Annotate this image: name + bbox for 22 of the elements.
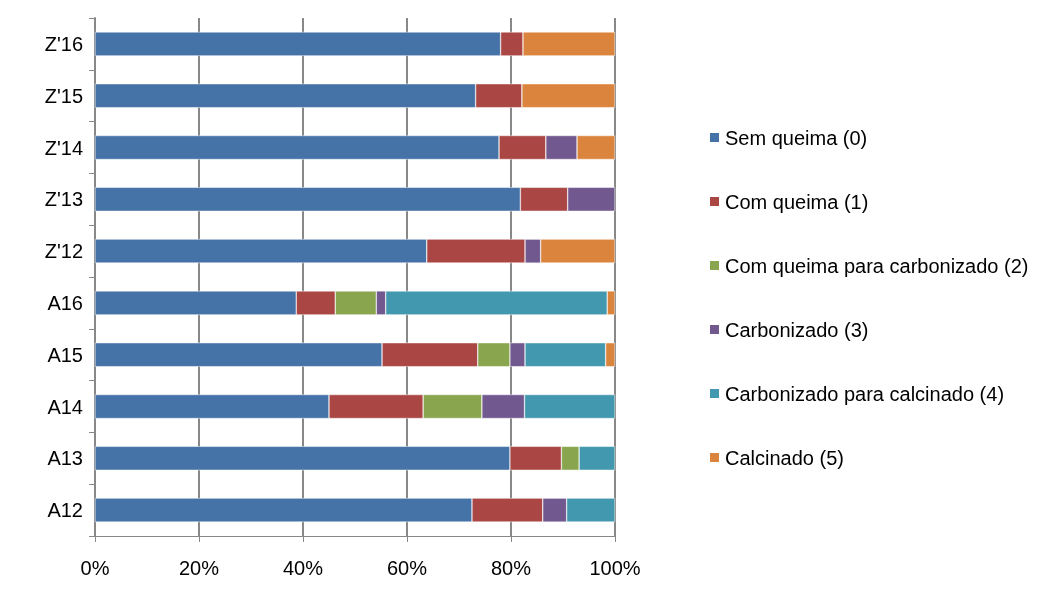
legend-label: Sem queima (0): [725, 126, 868, 149]
y-tick-label: Z'16: [44, 32, 83, 55]
y-tick-label: A13: [47, 447, 83, 470]
legend-label: Carbonizado (3): [725, 318, 869, 341]
legend-label: Calcinado (5): [725, 446, 844, 469]
y-tick-label: Z'12: [44, 240, 83, 263]
legend-label: Com queima para carbonizado (2): [725, 254, 1029, 277]
x-tick-label: 0%: [80, 557, 110, 579]
y-tick-label: A16: [47, 291, 83, 314]
y-tick-label: Z'15: [44, 84, 83, 107]
legend-label: Carbonizado para calcinado (4): [725, 382, 1005, 405]
legend-label: Com queima (1): [725, 190, 869, 213]
x-tick-label: 40%: [282, 557, 324, 579]
y-tick-label: Z'13: [44, 188, 83, 211]
x-tick-label: 100%: [589, 557, 641, 579]
y-tick-label: A12: [47, 499, 83, 522]
x-tick-label: 80%: [490, 557, 532, 579]
x-tick-label: 60%: [386, 557, 428, 579]
x-tick-label: 20%: [178, 557, 220, 579]
y-tick-label: A14: [47, 395, 83, 418]
y-tick-label: Z'14: [44, 136, 83, 159]
y-tick-label: A15: [47, 343, 83, 366]
